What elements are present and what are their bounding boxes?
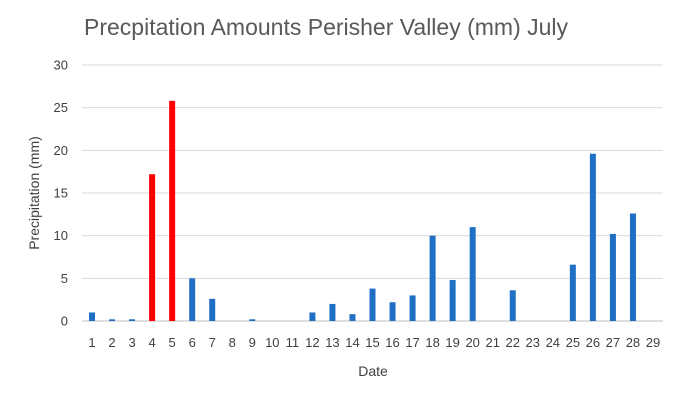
x-tick-label: 12: [305, 335, 319, 350]
x-tick-label: 14: [345, 335, 359, 350]
x-tick-label: 3: [128, 335, 135, 350]
bar-14: [349, 314, 356, 321]
bar-12: [309, 312, 316, 321]
x-tick-label: 8: [229, 335, 236, 350]
bar-2: [109, 319, 116, 321]
bar-6: [189, 278, 196, 321]
x-tick-label: 9: [249, 335, 256, 350]
y-tick-label: 5: [61, 271, 68, 286]
bar-25: [569, 264, 576, 321]
bar-15: [369, 288, 376, 321]
bar-4: [149, 174, 156, 321]
bar-9: [249, 319, 256, 321]
x-tick-label: 28: [626, 335, 640, 350]
x-tick-label: 10: [265, 335, 279, 350]
bar-18: [429, 235, 436, 321]
gridlines: [82, 64, 663, 322]
x-tick-label: 20: [465, 335, 479, 350]
y-tick-label: 10: [54, 228, 68, 243]
y-tick-label: 25: [54, 100, 68, 115]
x-tick-label: 22: [506, 335, 520, 350]
bar-7: [209, 298, 216, 321]
y-tick-label: 0: [61, 314, 68, 329]
x-tick-label: 27: [606, 335, 620, 350]
x-tick-label: 29: [646, 335, 660, 350]
bar-22: [509, 290, 516, 321]
y-tick-labels: 0 5 10 15 20 25 30: [54, 58, 68, 329]
bar-16: [389, 302, 396, 321]
bar-3: [129, 319, 136, 321]
x-tick-label: 5: [169, 335, 176, 350]
x-tick-labels: 1 2 3 4 5 6 7 8 9 10 11 12 13 14 15 16 17 18 19 20 21 22 23 24 2…: [88, 335, 660, 350]
y-tick-label: 20: [54, 143, 68, 158]
x-tick-label: 7: [209, 335, 216, 350]
bar-17: [409, 295, 416, 321]
bar-5: [169, 100, 176, 321]
x-tick-label: 16: [385, 335, 399, 350]
x-tick-label: 25: [566, 335, 580, 350]
bar-13: [329, 303, 336, 321]
x-tick-label: 19: [445, 335, 459, 350]
x-tick-label: 17: [405, 335, 419, 350]
x-axis-title: Date: [358, 363, 388, 379]
bar-1: [89, 312, 96, 321]
y-tick-label: 15: [54, 186, 68, 201]
x-tick-label: 23: [526, 335, 540, 350]
bar-27: [609, 233, 616, 321]
x-tick-label: 15: [365, 335, 379, 350]
x-tick-label: 4: [149, 335, 156, 350]
bar-20: [469, 227, 476, 321]
x-tick-label: 26: [586, 335, 600, 350]
x-tick-label: 24: [546, 335, 560, 350]
y-tick-label: 30: [54, 58, 68, 73]
x-tick-label: 13: [325, 335, 339, 350]
x-tick-label: 6: [189, 335, 196, 350]
bar-19: [449, 280, 456, 321]
x-tick-label: 1: [88, 335, 95, 350]
bar-26: [589, 153, 596, 321]
x-tick-label: 21: [485, 335, 499, 350]
y-axis-title: Precipitation (mm): [26, 136, 42, 250]
bar-28: [629, 213, 636, 321]
x-tick-label: 18: [425, 335, 439, 350]
x-tick-label: 11: [286, 335, 300, 350]
chart-title: Precpitation Amounts Perisher Valley (mm…: [84, 14, 569, 40]
x-tick-label: 2: [108, 335, 115, 350]
bars: [89, 100, 636, 321]
